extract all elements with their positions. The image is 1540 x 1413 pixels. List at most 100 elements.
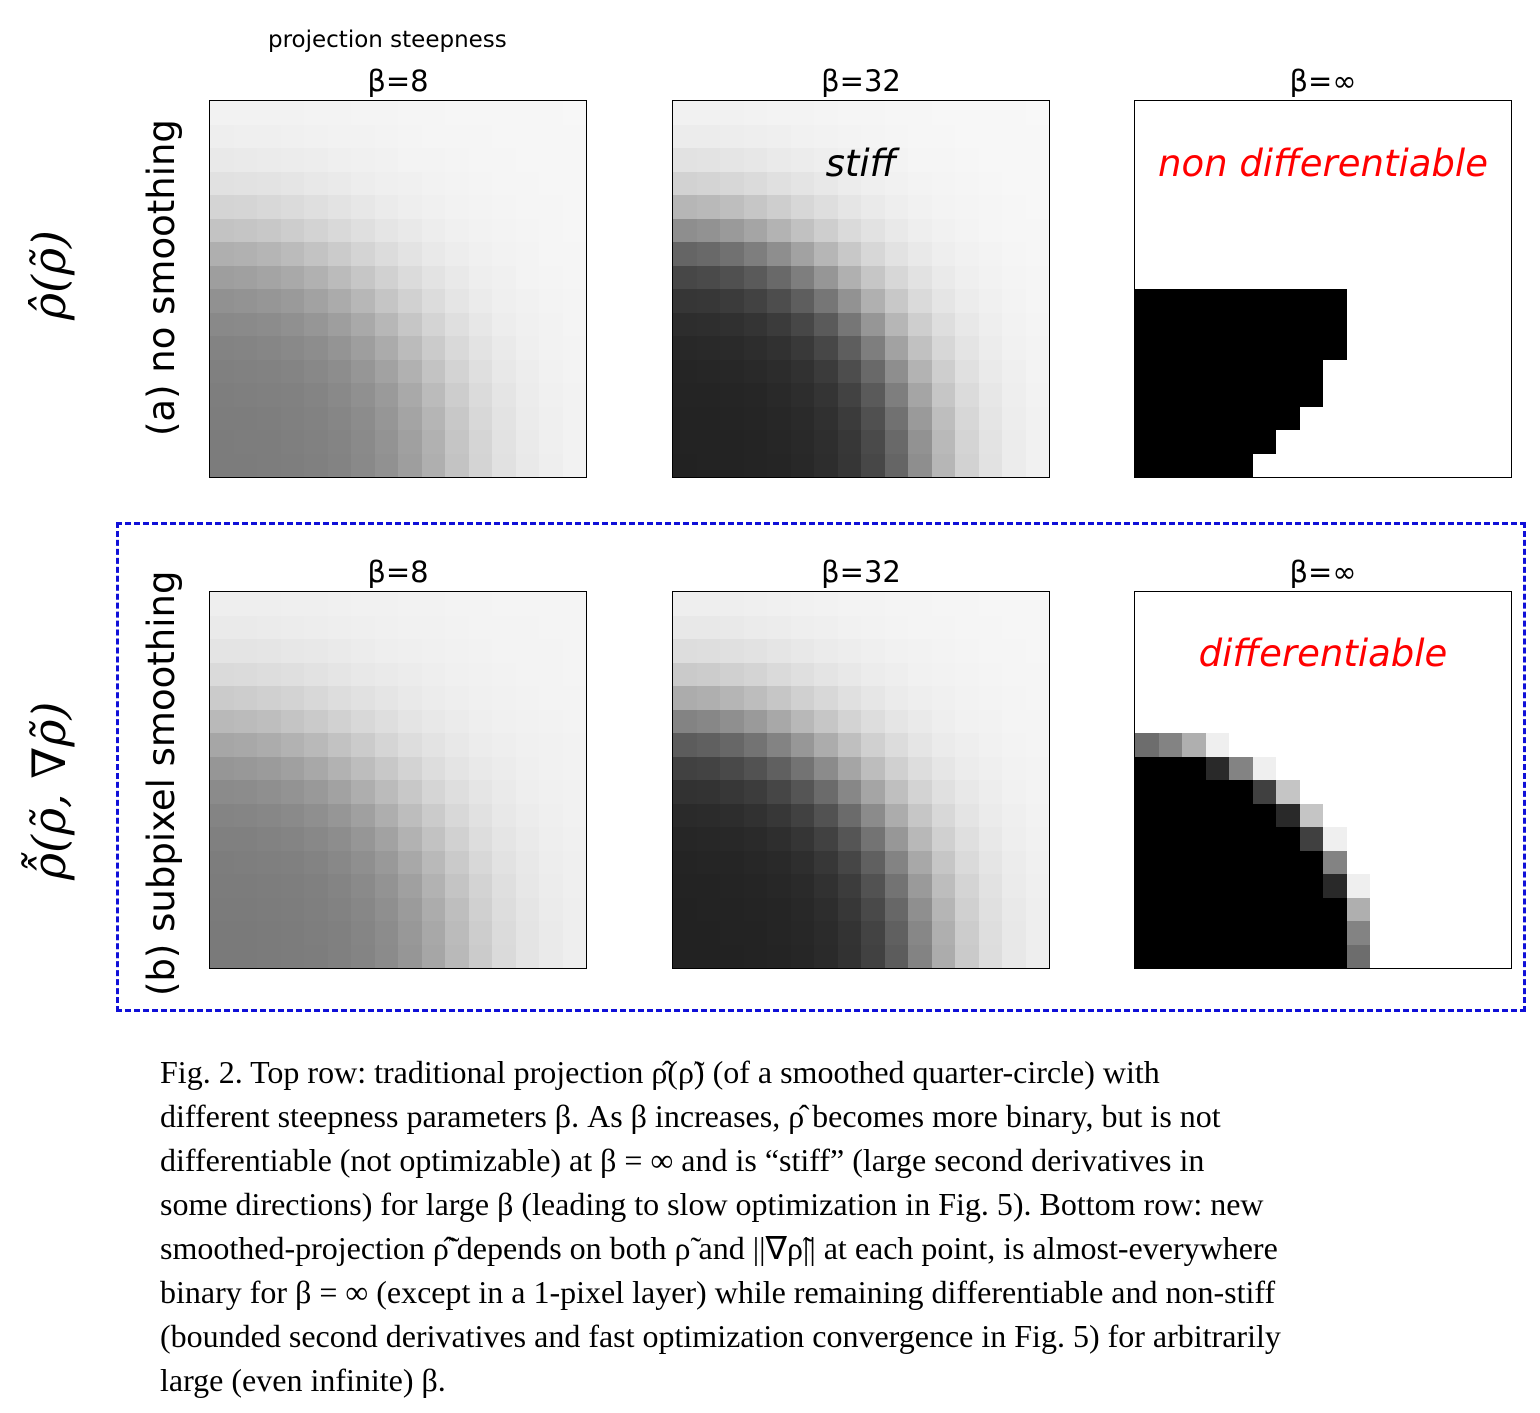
pixel-cell <box>233 827 257 851</box>
pixel-cell <box>1002 242 1026 266</box>
pixel-cell <box>1025 101 1049 125</box>
pixel-cell <box>1135 592 1159 616</box>
pixel-cell <box>1276 101 1300 125</box>
pixel-cell <box>327 312 351 336</box>
pixel-cell <box>1346 592 1370 616</box>
pixel-cell <box>327 662 351 686</box>
pixel-cell <box>304 336 328 360</box>
pixel-cell <box>1002 383 1026 407</box>
pixel-cell <box>837 662 861 686</box>
caption-line: Fig. 2. Top row: traditional projection … <box>160 1054 1160 1090</box>
pixel-cell <box>1440 709 1464 733</box>
pixel-cell <box>492 921 516 945</box>
pixel-cell <box>1323 383 1347 407</box>
pixel-cell <box>978 733 1002 757</box>
pixel-cell <box>1323 709 1347 733</box>
pixel-cell <box>1229 406 1253 430</box>
pixel-cell <box>1346 897 1370 921</box>
pixel-cell <box>515 101 539 125</box>
pixel-cell <box>1370 289 1394 313</box>
pixel-cell <box>1025 850 1049 874</box>
pixel-cell <box>1417 897 1441 921</box>
pixel-cell <box>908 289 932 313</box>
pixel-cell <box>1464 242 1488 266</box>
pixel-cell <box>374 336 398 360</box>
pixel-cell <box>1417 944 1441 968</box>
pixel-cell <box>280 148 304 172</box>
pixel-cell <box>492 874 516 898</box>
pixel-cell <box>468 218 492 242</box>
pixel-cell <box>1440 289 1464 313</box>
pixel-cell <box>492 709 516 733</box>
pixel-cell <box>1346 336 1370 360</box>
pixel-cell <box>1182 265 1206 289</box>
pixel-cell <box>673 639 697 663</box>
pixel-cell <box>1135 383 1159 407</box>
pixel-cell <box>1440 218 1464 242</box>
pixel-cell <box>445 336 469 360</box>
pixel-cell <box>1487 874 1511 898</box>
pixel-cell <box>280 733 304 757</box>
pixel-cell <box>233 850 257 874</box>
pixel-cell <box>1182 430 1206 454</box>
pixel-cell <box>1417 430 1441 454</box>
pixel-cell <box>955 756 979 780</box>
pixel-cell <box>1299 921 1323 945</box>
pixel-cell <box>539 406 563 430</box>
pixel-cell <box>743 592 767 616</box>
pixel-cell <box>1370 827 1394 851</box>
pixel-cell <box>1135 101 1159 125</box>
pixel-cell <box>468 171 492 195</box>
pixel-cell <box>280 195 304 219</box>
pixel-cell <box>1464 218 1488 242</box>
pixel-cell <box>351 850 375 874</box>
pixel-cell <box>814 336 838 360</box>
pixel-cell <box>1464 406 1488 430</box>
pixel-cell <box>767 359 791 383</box>
pixel-cell <box>1229 756 1253 780</box>
pixel-cell <box>468 359 492 383</box>
row-b-math-label: ρ̂̃(ρ̃, ∇ρ̃) <box>22 701 76 880</box>
pixel-cell <box>1252 897 1276 921</box>
pixel-cell <box>539 289 563 313</box>
pixel-cell <box>931 921 955 945</box>
pixel-cell <box>1135 218 1159 242</box>
pixel-cell <box>445 289 469 313</box>
pixel-cell <box>884 101 908 125</box>
pixel-cell <box>1158 709 1182 733</box>
pixel-cell <box>814 453 838 477</box>
pixel-cell <box>374 312 398 336</box>
pixel-cell <box>1487 453 1511 477</box>
pixel-cell <box>468 265 492 289</box>
pixel-cell <box>1252 336 1276 360</box>
pixel-cell <box>1299 218 1323 242</box>
pixel-cell <box>1158 803 1182 827</box>
pixel-cell <box>931 803 955 827</box>
pixel-cell <box>837 218 861 242</box>
pixel-cell <box>1464 171 1488 195</box>
pixel-cell <box>1158 850 1182 874</box>
pixel-cell <box>445 709 469 733</box>
pixel-cell <box>210 171 234 195</box>
pixel-cell <box>955 218 979 242</box>
pixel-cell <box>696 944 720 968</box>
pixel-cell <box>327 921 351 945</box>
pixel-cell <box>1229 218 1253 242</box>
pixel-cell <box>327 803 351 827</box>
pixel-cell <box>1252 148 1276 172</box>
pixel-cell <box>421 944 445 968</box>
pixel-cell <box>1135 803 1159 827</box>
pixel-cell <box>1276 171 1300 195</box>
pixel-cell <box>790 850 814 874</box>
pixel-cell <box>421 756 445 780</box>
pixel-cell <box>280 662 304 686</box>
pixel-cell <box>720 803 744 827</box>
pixel-cell <box>1182 733 1206 757</box>
pixel-cell <box>1299 639 1323 663</box>
pixel-cell <box>1025 709 1049 733</box>
pixel-cell <box>327 148 351 172</box>
pixel-cell <box>696 639 720 663</box>
pixel-cell <box>1229 827 1253 851</box>
pixel-cell <box>327 242 351 266</box>
pixel-cell <box>908 101 932 125</box>
